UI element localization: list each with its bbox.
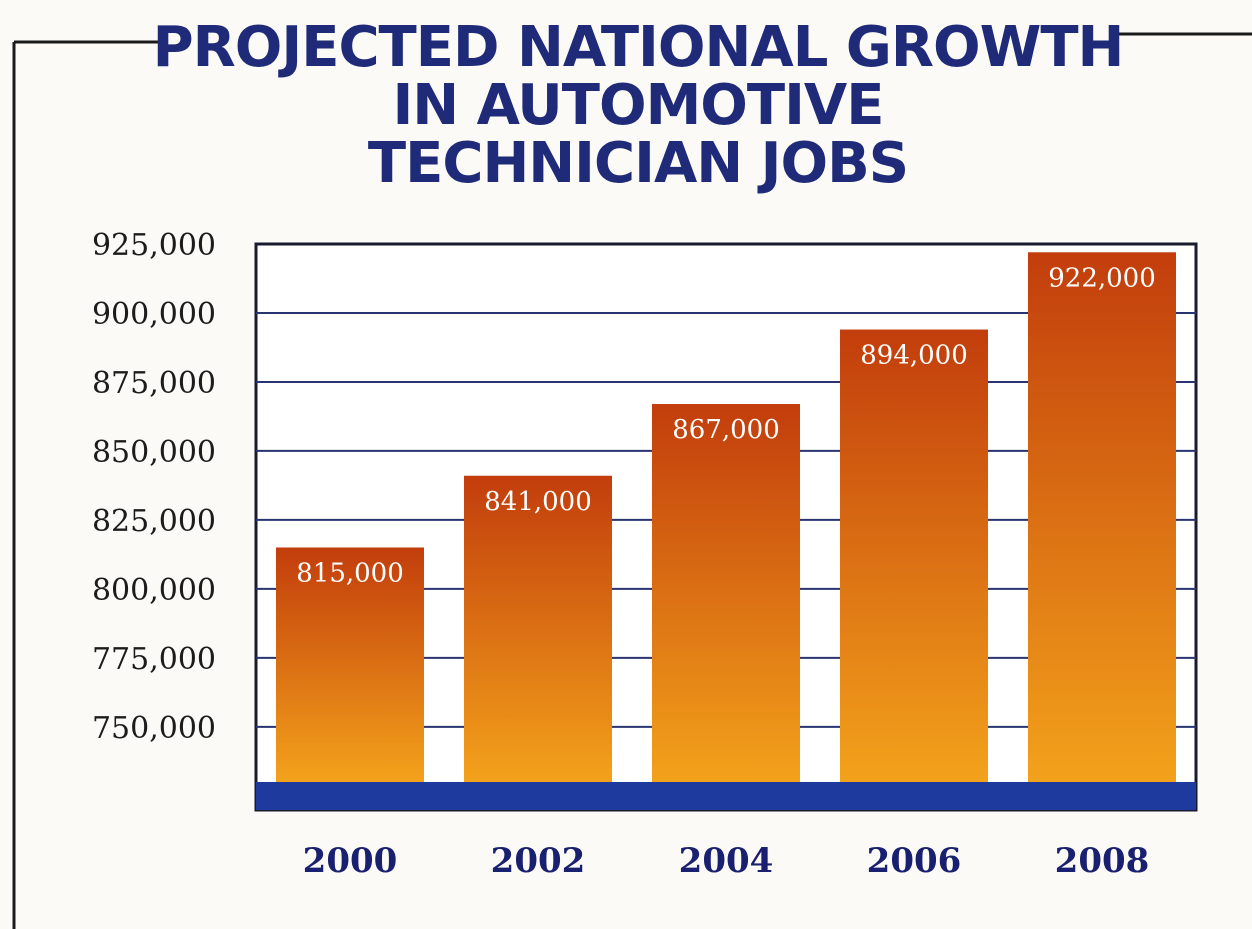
y-tick-label: 850,000 [92,435,216,470]
y-tick-label: 925,000 [92,228,216,263]
y-tick-label: 825,000 [92,504,216,539]
y-tick-label: 800,000 [92,573,216,608]
bar [652,404,800,782]
chart-frame [12,32,1252,929]
bar [276,547,424,782]
y-axis-ticks: 750,000 775,000 800,000 825,000 850,000 875,0… [92,228,216,746]
bars [276,252,1176,782]
y-tick-label: 775,000 [92,642,216,677]
data-label: 841,000 [484,487,592,517]
x-axis-ticks: 2000 2002 2004 2006 2008 [303,841,1150,881]
y-tick-label: 875,000 [92,366,216,401]
chart-title: PROJECTED NATIONAL GROWTH IN AUTOMOTIVE … [153,15,1125,196]
chart-title-line-1: PROJECTED NATIONAL GROWTH [153,15,1124,80]
bar [840,329,988,782]
chart-title-line-3: TECHNICIAN JOBS [368,131,908,196]
data-labels: 815,000 841,000 867,000 894,000 922,000 [296,263,1156,588]
x-tick-label: 2000 [303,841,398,881]
y-tick-label: 900,000 [92,297,216,332]
data-label: 815,000 [296,558,404,588]
x-tick-label: 2004 [679,841,774,881]
x-tick-label: 2002 [491,841,586,881]
y-tick-label: 750,000 [92,711,216,746]
bar [464,475,612,782]
x-tick-label: 2006 [867,841,962,881]
x-tick-label: 2008 [1055,841,1150,881]
chart-title-line-2: IN AUTOMOTIVE [392,73,883,138]
bar [1028,252,1176,782]
data-label: 867,000 [672,415,780,445]
baseline-band [256,782,1196,810]
data-label: 922,000 [1048,263,1156,293]
data-label: 894,000 [860,341,968,371]
